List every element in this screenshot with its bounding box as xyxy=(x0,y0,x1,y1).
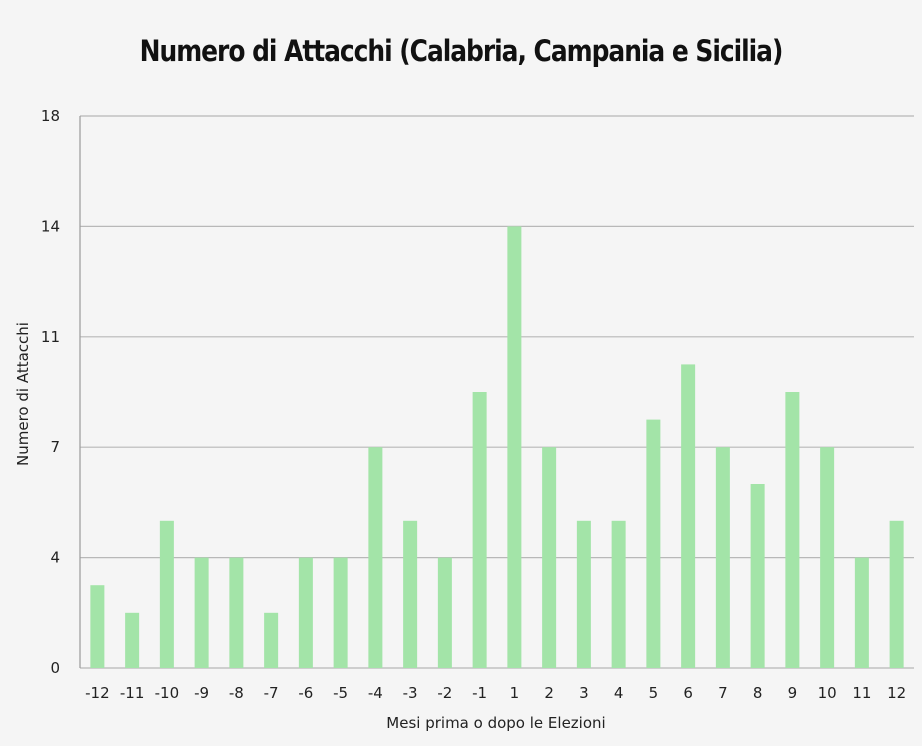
x-tick-label: 9 xyxy=(788,684,798,702)
x-tick-label: 7 xyxy=(718,684,728,702)
bar xyxy=(403,520,418,668)
bar xyxy=(507,226,522,668)
x-tick-label: 3 xyxy=(579,684,589,702)
y-tick-label: 11 xyxy=(41,328,60,346)
x-tick-label: -12 xyxy=(85,684,110,702)
y-tick-label: 0 xyxy=(50,659,60,677)
x-axis-label: Mesi prima o dopo le Elezioni xyxy=(386,714,605,732)
x-tick-label: -6 xyxy=(298,684,313,702)
x-tick-label: -5 xyxy=(333,684,348,702)
x-tick-label: -2 xyxy=(437,684,452,702)
x-tick-label: -1 xyxy=(472,684,487,702)
y-tick-label: 4 xyxy=(50,549,60,567)
chart-title: Numero di Attacchi (Calabria, Campania e… xyxy=(139,34,784,68)
x-tick-label: -10 xyxy=(155,684,180,702)
x-tick-label: -8 xyxy=(229,684,244,702)
bar xyxy=(576,520,591,668)
x-tick-label: -9 xyxy=(194,684,209,702)
x-tick-label: 6 xyxy=(683,684,693,702)
bar xyxy=(611,520,626,668)
bar xyxy=(820,447,835,668)
bar xyxy=(785,392,800,668)
x-tick-label: -4 xyxy=(368,684,383,702)
bar xyxy=(159,520,174,668)
bar xyxy=(681,364,696,668)
x-tick-label: 12 xyxy=(887,684,906,702)
bar xyxy=(542,447,557,668)
x-tick-label: 5 xyxy=(649,684,659,702)
bar xyxy=(646,419,661,668)
y-tick-label: 18 xyxy=(41,107,60,125)
bar xyxy=(333,557,348,668)
x-tick-label: 4 xyxy=(614,684,624,702)
x-tick-label: 8 xyxy=(753,684,763,702)
bar xyxy=(298,557,313,668)
x-tick-label: -3 xyxy=(403,684,418,702)
y-tick-label: 14 xyxy=(41,217,60,235)
bar xyxy=(715,447,730,668)
bar xyxy=(750,484,765,668)
bar xyxy=(368,447,383,668)
x-tick-label: 10 xyxy=(818,684,837,702)
bar xyxy=(854,557,869,668)
bar xyxy=(264,612,279,668)
bar xyxy=(437,557,452,668)
bar xyxy=(229,557,244,668)
x-tick-label: 11 xyxy=(852,684,871,702)
y-tick-label: 7 xyxy=(50,438,60,456)
y-axis-label: Numero di Attacchi xyxy=(14,322,32,466)
x-tick-label: 2 xyxy=(544,684,554,702)
bar xyxy=(90,585,105,668)
x-tick-label: 1 xyxy=(510,684,520,702)
bar xyxy=(889,520,904,668)
x-tick-label: -7 xyxy=(264,684,279,702)
bar xyxy=(125,612,140,668)
bar xyxy=(194,557,209,668)
bar xyxy=(472,392,487,668)
x-tick-label: -11 xyxy=(120,684,145,702)
